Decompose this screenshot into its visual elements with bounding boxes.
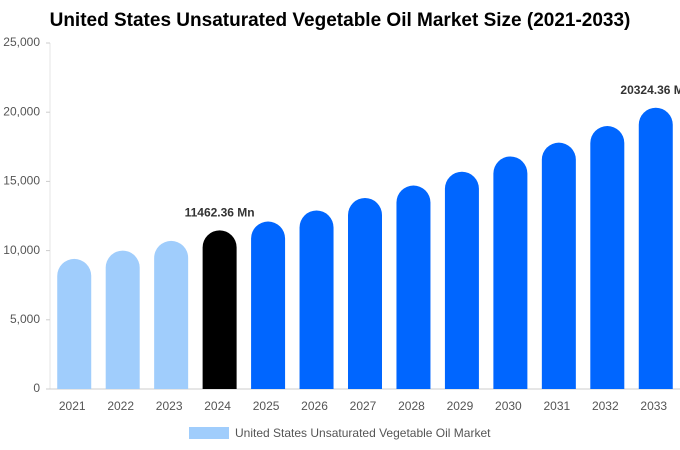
bar xyxy=(348,198,382,389)
x-tick-label: 2032 xyxy=(592,399,619,413)
value-label: 20324.36 Mn xyxy=(620,83,680,97)
legend-label: United States Unsaturated Vegetable Oil … xyxy=(235,426,491,440)
x-tick-label: 2027 xyxy=(350,399,377,413)
value-label: 11462.36 Mn xyxy=(185,206,255,220)
bar xyxy=(154,240,189,389)
bar xyxy=(202,230,237,389)
y-tick-label: 10,000 xyxy=(3,243,40,257)
y-tick-label: 25,000 xyxy=(3,35,40,49)
x-tick-label: 2024 xyxy=(204,399,231,413)
bar xyxy=(638,107,673,389)
x-tick-label: 2033 xyxy=(640,399,667,413)
x-tick-label: 2026 xyxy=(301,399,328,413)
bar xyxy=(57,258,92,389)
bar xyxy=(493,156,528,389)
bar xyxy=(541,142,576,389)
x-tick-label: 2029 xyxy=(447,399,474,413)
x-tick-label: 2030 xyxy=(495,399,522,413)
bar xyxy=(590,126,625,390)
x-tick-label: 2023 xyxy=(156,399,183,413)
y-tick-label: 5,000 xyxy=(10,312,40,326)
y-tick-label: 20,000 xyxy=(3,104,40,118)
bar xyxy=(105,250,140,389)
x-tick-label: 2022 xyxy=(107,399,134,413)
legend-swatch xyxy=(189,427,229,439)
bar xyxy=(251,221,286,389)
bar xyxy=(396,185,431,389)
x-tick-label: 2031 xyxy=(543,399,570,413)
x-tick-label: 2025 xyxy=(253,399,280,413)
y-tick-label: 0 xyxy=(33,381,40,395)
chart-title: United States Unsaturated Vegetable Oil … xyxy=(50,10,631,31)
bar xyxy=(299,210,334,389)
y-tick-label: 15,000 xyxy=(3,174,40,188)
x-tick-label: 2028 xyxy=(398,399,425,413)
x-tick-label: 2021 xyxy=(59,399,86,413)
bar xyxy=(444,171,479,389)
